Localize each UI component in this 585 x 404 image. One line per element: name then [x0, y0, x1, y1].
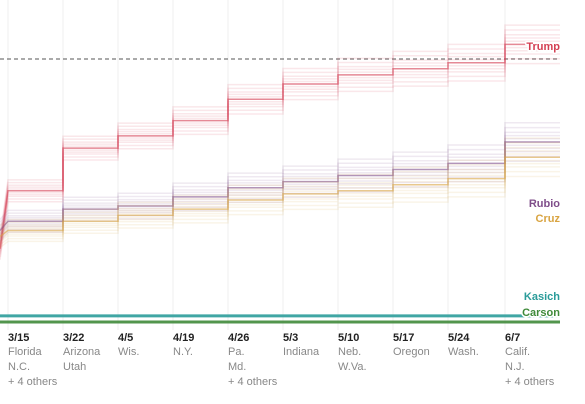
date-label-5/3: 5/3	[283, 332, 298, 344]
series-line-trump-2	[0, 53, 560, 255]
series-line-cruz-10	[0, 137, 560, 227]
series-trump	[0, 24, 560, 260]
series-line-cruz-0	[0, 175, 560, 249]
state-label: Arizona	[63, 346, 101, 358]
state-label: Wis.	[118, 346, 139, 358]
label-cruz: Cruz	[536, 213, 561, 225]
date-label-5/17: 5/17	[393, 332, 414, 344]
state-label: Oregon	[393, 346, 430, 358]
series-median-cruz	[0, 156, 560, 238]
date-label-4/26: 4/26	[228, 332, 249, 344]
state-label: N.J.	[505, 361, 525, 373]
date-label-3/15: 3/15	[8, 332, 29, 344]
state-label: + 4 others	[505, 376, 555, 388]
state-label: + 4 others	[228, 376, 278, 388]
series-layer	[0, 24, 560, 324]
vertical-gridlines	[7, 0, 506, 330]
state-label: Wash.	[448, 346, 479, 358]
label-rubio: Rubio	[529, 198, 560, 210]
state-label: Neb.	[338, 346, 361, 358]
series-line-cruz-3	[0, 162, 560, 241]
date-label-4/5: 4/5	[118, 332, 133, 344]
date-label-6/7: 6/7	[505, 332, 520, 344]
series-line-cruz-9	[0, 142, 560, 229]
state-label: + 4 others	[8, 376, 58, 388]
state-label: N.C.	[8, 361, 30, 373]
state-label: Indiana	[283, 346, 320, 358]
date-label-5/24: 5/24	[448, 332, 470, 344]
state-label: Calif.	[505, 346, 530, 358]
series-line-rubio-10	[0, 122, 560, 220]
series-cruz	[0, 137, 560, 249]
state-label: W.Va.	[338, 361, 367, 373]
series-line-cruz-1	[0, 170, 560, 246]
series-line-rubio-8	[0, 131, 560, 226]
series-median-rubio	[0, 141, 560, 231]
date-label-3/22: 3/22	[63, 332, 84, 344]
series-line-cruz-8	[0, 146, 560, 232]
state-label: Utah	[63, 361, 86, 373]
series-line-trump-1	[0, 58, 560, 258]
label-trump: Trump	[526, 41, 560, 53]
date-label-4/19: 4/19	[173, 332, 194, 344]
series-line-cruz-2	[0, 166, 560, 243]
series-line-trump-3	[0, 50, 560, 253]
series-line-trump-0	[0, 62, 560, 260]
date-label-5/10: 5/10	[338, 332, 359, 344]
state-label: Md.	[228, 361, 246, 373]
series-line-rubio-9	[0, 126, 560, 223]
label-kasich: Kasich	[524, 291, 560, 303]
series-median-trump	[0, 43, 560, 249]
state-label: Pa.	[228, 346, 245, 358]
label-carson: Carson	[522, 307, 560, 319]
x-axis-labels: 3/15 Florida N.C. + 4 others 3/22 Arizona Utah…	[8, 332, 555, 388]
state-label: N.Y.	[173, 346, 193, 358]
candidate-labels: Trump Rubio Cruz Kasich Carson	[521, 40, 562, 321]
state-label: Florida	[8, 346, 43, 358]
series-line-rubio-3	[0, 147, 560, 235]
